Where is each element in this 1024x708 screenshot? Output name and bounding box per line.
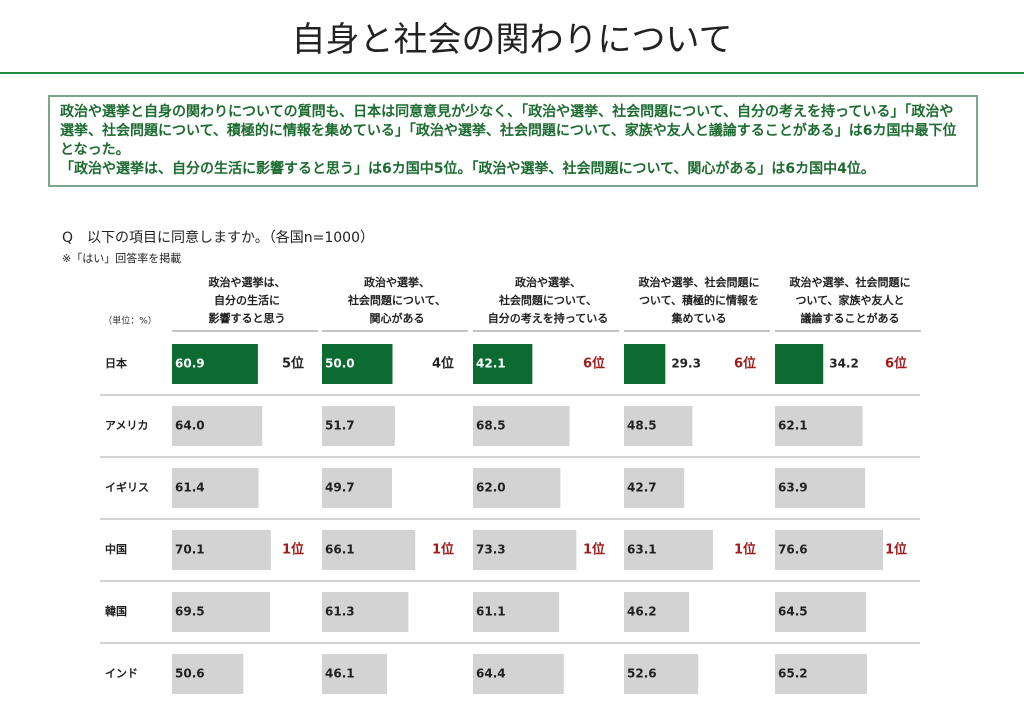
note: ※「はい」回答率を掲載 — [62, 252, 182, 265]
value-label: 63.9 — [778, 481, 808, 495]
value-label: 63.1 — [627, 543, 657, 557]
value-label: 76.6 — [778, 543, 808, 557]
rank-label: 6位 — [583, 356, 605, 372]
value-label: 73.3 — [476, 543, 506, 557]
row-label: 中国 — [105, 542, 127, 556]
bar — [624, 592, 690, 632]
column-header: 政治や選挙、 社会問題について、 自分の考えを持っている — [487, 276, 609, 325]
rank-label: 4位 — [432, 356, 454, 372]
value-label: 50.0 — [325, 357, 355, 371]
bar — [775, 530, 884, 570]
value-label: 70.1 — [175, 543, 205, 557]
column-header: 政治や選挙、社会問題に ついて、家族や友人と 議論することがある — [789, 276, 911, 325]
summary-box: 政治や選挙と自身の関わりについての質問も、日本は同意意見が少なく、「政治や選挙、… — [48, 95, 978, 187]
page-title: 自身と社会の関わりについて — [291, 20, 733, 60]
bar — [172, 530, 271, 570]
row-label: イギリス — [105, 480, 149, 494]
value-label: 66.1 — [325, 543, 355, 557]
bar — [775, 468, 866, 508]
value-label: 60.9 — [175, 357, 205, 371]
row-label: インド — [105, 667, 138, 680]
value-label: 64.0 — [175, 419, 205, 433]
summary-paragraph: 「政治や選挙は、自分の生活に影響すると思う」は6カ国中5位。「政治や選挙、社会問… — [60, 161, 875, 177]
bar — [473, 530, 577, 570]
bar — [624, 530, 713, 570]
bar — [624, 406, 693, 446]
bar — [473, 592, 560, 632]
rank-label: 1位 — [885, 542, 907, 558]
value-label: 64.5 — [778, 605, 808, 619]
bar — [172, 592, 270, 632]
value-label: 68.5 — [476, 419, 506, 433]
value-label: 46.1 — [325, 667, 355, 681]
bar — [473, 654, 564, 694]
row-label: 韓国 — [105, 604, 127, 618]
bar — [172, 654, 244, 694]
rank-label: 1位 — [282, 542, 304, 558]
value-label: 52.6 — [627, 667, 657, 681]
bar — [172, 468, 259, 508]
rank-label: 1位 — [432, 542, 454, 558]
column-header: 政治や選挙、 社会問題について、 関心がある — [347, 276, 447, 325]
bar — [172, 344, 258, 384]
bar — [322, 592, 409, 632]
bar — [473, 344, 533, 384]
value-label: 65.2 — [778, 667, 808, 681]
value-label: 61.3 — [325, 605, 355, 619]
value-label: 61.1 — [476, 605, 506, 619]
value-label: 34.2 — [829, 357, 859, 371]
bar — [775, 344, 824, 384]
value-label: 42.7 — [627, 481, 657, 495]
bar — [322, 468, 393, 508]
column-header: 政治や選挙は、 自分の生活に 影響すると思う — [208, 276, 286, 325]
bar — [473, 468, 561, 508]
bar — [172, 406, 263, 446]
rank-label: 6位 — [734, 356, 756, 372]
bar — [775, 654, 867, 694]
bar — [624, 344, 666, 384]
value-label: 69.5 — [175, 605, 205, 619]
column-header: 政治や選挙、社会問題に ついて、積極的に情報を 集めている — [638, 276, 760, 325]
bar — [322, 530, 416, 570]
bar — [624, 468, 685, 508]
value-label: 48.5 — [627, 419, 657, 433]
value-label: 64.4 — [476, 667, 506, 681]
value-label: 62.1 — [778, 419, 808, 433]
bar — [775, 406, 863, 446]
value-label: 42.1 — [476, 357, 506, 371]
bar — [624, 654, 699, 694]
unit-label: （単位：%） — [103, 315, 157, 327]
value-label: 49.7 — [325, 481, 355, 495]
rank-label: 5位 — [282, 356, 304, 372]
bar — [322, 406, 395, 446]
bar — [473, 406, 570, 446]
title-rule — [0, 72, 1024, 74]
bar — [322, 344, 393, 384]
question: Q 以下の項目に同意しますか。（各国n=1000） — [62, 230, 374, 246]
value-label: 50.6 — [175, 667, 205, 681]
value-label: 61.4 — [175, 481, 205, 495]
rank-label: 1位 — [583, 542, 605, 558]
row-label: アメリカ — [105, 419, 148, 432]
value-label: 46.2 — [627, 605, 657, 619]
rank-label: 6位 — [885, 356, 907, 372]
rank-label: 1位 — [734, 542, 756, 558]
value-label: 51.7 — [325, 419, 355, 433]
summary-paragraph: 政治や選挙と自身の関わりについての質問も、日本は同意意見が少なく、「政治や選挙、… — [60, 104, 957, 158]
row-label: 日本 — [105, 356, 127, 370]
value-label: 62.0 — [476, 481, 506, 495]
bar — [775, 592, 866, 632]
bar — [322, 654, 388, 694]
value-label: 29.3 — [671, 357, 701, 371]
